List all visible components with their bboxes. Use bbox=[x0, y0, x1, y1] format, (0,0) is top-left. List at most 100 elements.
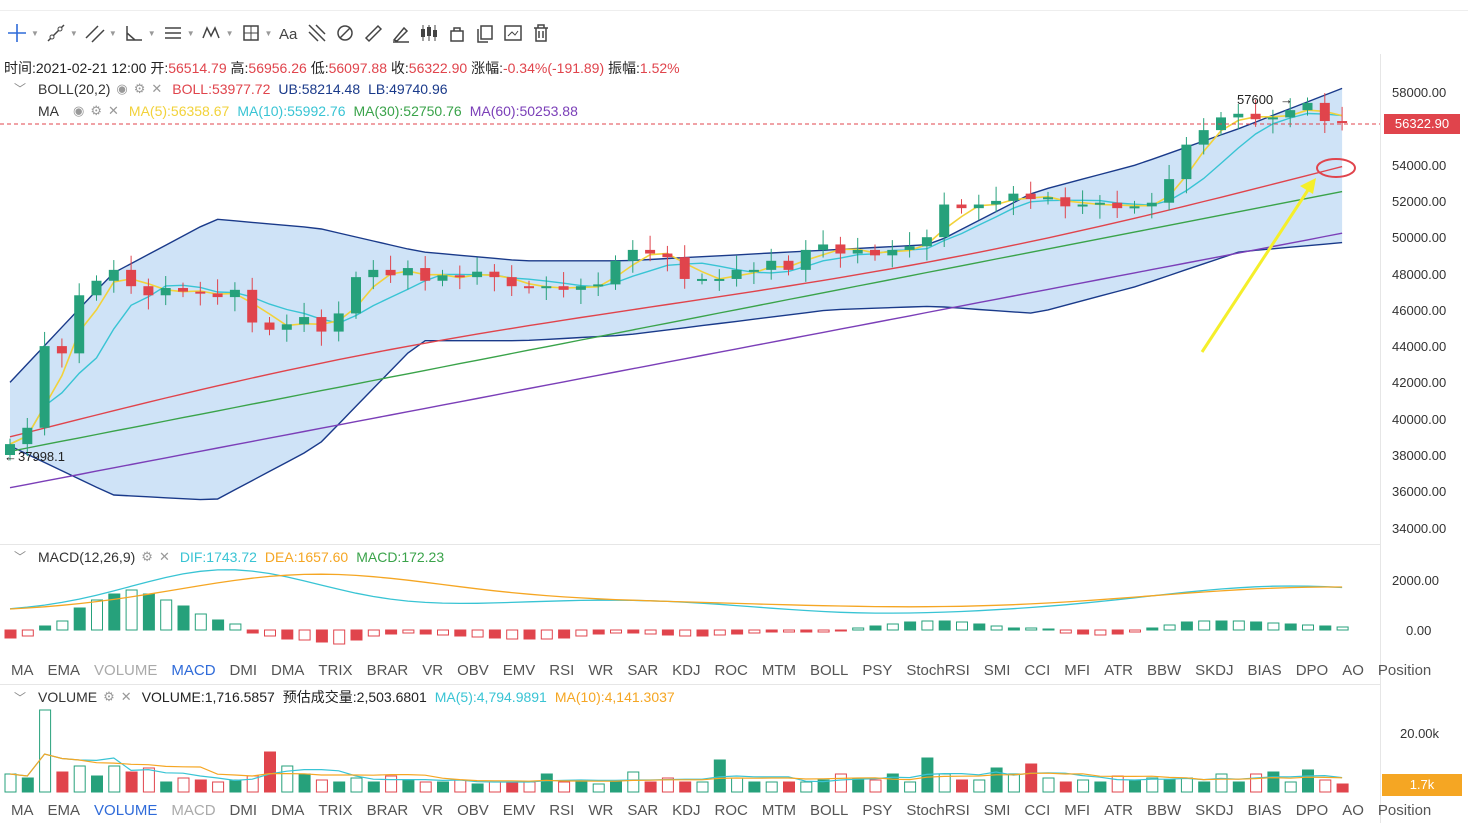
tab-dpo[interactable]: DPO bbox=[1295, 802, 1329, 819]
tab-wr[interactable]: WR bbox=[588, 662, 614, 679]
magnet-tool[interactable] bbox=[334, 18, 356, 48]
collapse-chevron-icon[interactable]: ﹀ bbox=[14, 82, 27, 96]
price-chart[interactable]: 57600 → ← 37998.1 bbox=[0, 54, 1380, 544]
boll-value: BOLL:53977.72 bbox=[172, 80, 271, 97]
tab-mfi[interactable]: MFI bbox=[1064, 662, 1091, 679]
collapse-chevron-icon[interactable]: ﹀ bbox=[14, 550, 27, 564]
copy-tool[interactable] bbox=[474, 18, 496, 48]
tab-brar[interactable]: BRAR bbox=[366, 662, 409, 679]
tab-vr[interactable]: VR bbox=[422, 802, 444, 819]
tab-cci[interactable]: CCI bbox=[1024, 802, 1051, 819]
pattern-tool[interactable] bbox=[306, 18, 328, 48]
tab-mfi[interactable]: MFI bbox=[1064, 802, 1091, 819]
tab-dma[interactable]: DMA bbox=[271, 802, 305, 819]
screenshot-tool[interactable] bbox=[502, 18, 524, 48]
tab-bias[interactable]: BIAS bbox=[1247, 802, 1282, 819]
volume-bar bbox=[1250, 773, 1263, 793]
tab-ema[interactable]: EMA bbox=[47, 802, 81, 819]
tab-position[interactable]: Position bbox=[1377, 802, 1432, 819]
tab-vr[interactable]: VR bbox=[422, 662, 444, 679]
tab-psy[interactable]: PSY bbox=[862, 662, 893, 679]
tab-smi[interactable]: SMI bbox=[983, 802, 1011, 819]
eye-icon[interactable]: ◉ bbox=[116, 80, 128, 96]
brush-tool[interactable] bbox=[390, 18, 412, 48]
settings-icon[interactable]: ⚙ bbox=[141, 548, 153, 564]
tab-dpo[interactable]: DPO bbox=[1295, 662, 1329, 679]
tab-brar[interactable]: BRAR bbox=[366, 802, 409, 819]
lock-tool[interactable] bbox=[446, 18, 468, 48]
tab-rsi[interactable]: RSI bbox=[549, 662, 575, 679]
volume-bar bbox=[229, 779, 242, 793]
tab-bias[interactable]: BIAS bbox=[1247, 662, 1282, 679]
tab-kdj[interactable]: KDJ bbox=[672, 802, 701, 819]
tab-ema[interactable]: EMA bbox=[47, 662, 81, 679]
tab-smi[interactable]: SMI bbox=[983, 662, 1011, 679]
tab-ma[interactable]: MA bbox=[11, 662, 34, 679]
candles-tool[interactable] bbox=[418, 18, 440, 48]
tab-ao[interactable]: AO bbox=[1342, 802, 1364, 819]
close-icon[interactable]: ✕ bbox=[120, 689, 132, 704]
tab-bbw[interactable]: BBW bbox=[1146, 662, 1182, 679]
tab-obv[interactable]: OBV bbox=[457, 802, 489, 819]
candle-body bbox=[714, 278, 725, 281]
trendline-tool[interactable]: ▼ bbox=[45, 18, 78, 48]
tab-wr[interactable]: WR bbox=[588, 802, 614, 819]
settings-icon[interactable]: ⚙ bbox=[103, 689, 115, 704]
tab-skdj[interactable]: SKDJ bbox=[1195, 662, 1234, 679]
tab-trix[interactable]: TRIX bbox=[318, 662, 353, 679]
macd-chart[interactable] bbox=[0, 566, 1380, 656]
tab-stochrsi[interactable]: StochRSI bbox=[906, 662, 970, 679]
tab-macd[interactable]: MACD bbox=[171, 662, 216, 679]
tab-psy[interactable]: PSY bbox=[862, 802, 893, 819]
tab-cci[interactable]: CCI bbox=[1024, 662, 1051, 679]
delete-tool[interactable] bbox=[530, 18, 552, 48]
candle-body bbox=[22, 427, 33, 445]
tab-rsi[interactable]: RSI bbox=[549, 802, 575, 819]
tab-mtm[interactable]: MTM bbox=[761, 802, 796, 819]
tab-trix[interactable]: TRIX bbox=[318, 802, 353, 819]
rectangle-tool[interactable]: ▼ bbox=[240, 18, 272, 48]
tab-atr[interactable]: ATR bbox=[1104, 802, 1133, 819]
tab-boll[interactable]: BOLL bbox=[810, 802, 849, 819]
tab-dma[interactable]: DMA bbox=[271, 662, 305, 679]
text-tool[interactable]: Aa bbox=[278, 18, 300, 48]
time-label: 时间: bbox=[4, 60, 36, 76]
tab-roc[interactable]: ROC bbox=[714, 802, 748, 819]
tab-kdj[interactable]: KDJ bbox=[672, 662, 701, 679]
close-icon[interactable]: ✕ bbox=[158, 548, 170, 564]
eye-icon[interactable]: ◉ bbox=[73, 103, 85, 118]
tab-position[interactable]: Position bbox=[1377, 662, 1432, 679]
tab-sar[interactable]: SAR bbox=[627, 662, 659, 679]
tab-roc[interactable]: ROC bbox=[714, 662, 748, 679]
close-icon[interactable]: ✕ bbox=[108, 103, 119, 118]
angle-tool[interactable]: ▼ bbox=[123, 18, 156, 48]
tab-mtm[interactable]: MTM bbox=[761, 662, 796, 679]
tab-volume[interactable]: VOLUME bbox=[94, 802, 158, 819]
parallel-channel-tool[interactable]: ▼ bbox=[84, 18, 117, 48]
volume-chart[interactable] bbox=[0, 704, 1380, 799]
tab-volume[interactable]: VOLUME bbox=[94, 662, 158, 679]
tab-macd[interactable]: MACD bbox=[171, 802, 216, 819]
tab-bbw[interactable]: BBW bbox=[1146, 802, 1182, 819]
close-icon[interactable]: ✕ bbox=[151, 80, 163, 96]
tab-sar[interactable]: SAR bbox=[627, 802, 659, 819]
tab-emv[interactable]: EMV bbox=[502, 662, 536, 679]
crosshair-tool[interactable]: ▼ bbox=[6, 18, 39, 48]
tab-stochrsi[interactable]: StochRSI bbox=[906, 802, 970, 819]
tab-dmi[interactable]: DMI bbox=[229, 662, 258, 679]
wave-tool[interactable]: ▼ bbox=[201, 18, 234, 48]
ruler-tool[interactable] bbox=[362, 18, 384, 48]
tab-emv[interactable]: EMV bbox=[502, 802, 536, 819]
tab-obv[interactable]: OBV bbox=[457, 662, 489, 679]
horizontal-lines-tool[interactable]: ▼ bbox=[162, 18, 195, 48]
tab-ao[interactable]: AO bbox=[1342, 662, 1364, 679]
tab-atr[interactable]: ATR bbox=[1104, 662, 1133, 679]
tab-boll[interactable]: BOLL bbox=[810, 662, 849, 679]
settings-icon[interactable]: ⚙ bbox=[90, 103, 102, 118]
tab-skdj[interactable]: SKDJ bbox=[1195, 802, 1234, 819]
tab-ma[interactable]: MA bbox=[11, 802, 34, 819]
candle-body bbox=[281, 324, 292, 330]
collapse-chevron-icon[interactable]: ﹀ bbox=[14, 690, 27, 705]
settings-icon[interactable]: ⚙ bbox=[133, 80, 146, 96]
tab-dmi[interactable]: DMI bbox=[229, 802, 258, 819]
